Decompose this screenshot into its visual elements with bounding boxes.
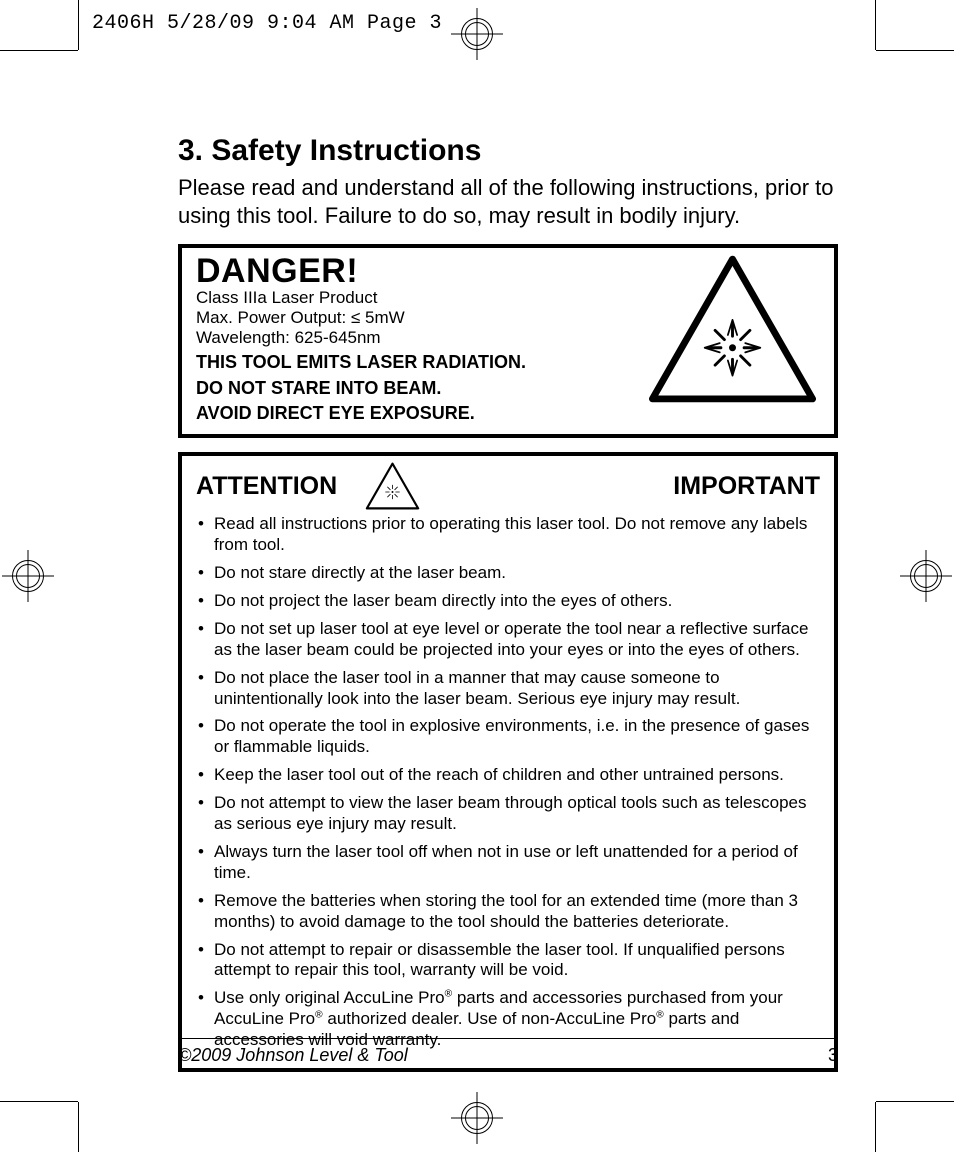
attention-item: Do not stare directly at the laser beam. bbox=[196, 563, 820, 584]
danger-heading: DANGER! bbox=[196, 254, 615, 288]
attention-item: Do not place the laser tool in a manner … bbox=[196, 668, 820, 710]
intro-paragraph: Please read and understand all of the fo… bbox=[178, 174, 838, 230]
attention-item: Do not set up laser tool at eye level or… bbox=[196, 619, 820, 661]
registration-mark-icon bbox=[900, 550, 952, 602]
page-footer: ©2009 Johnson Level & Tool 3 bbox=[178, 1038, 838, 1066]
attention-item: Do not project the laser beam directly i… bbox=[196, 591, 820, 612]
attention-heading-left: ATTENTION bbox=[196, 472, 337, 501]
attention-heading-right: IMPORTANT bbox=[673, 472, 820, 501]
danger-warning: DO NOT STARE INTO BEAM. bbox=[196, 378, 615, 399]
crop-mark bbox=[875, 0, 876, 50]
page-number: 3 bbox=[828, 1045, 838, 1066]
danger-warning: THIS TOOL EMITS LASER RADIATION. bbox=[196, 352, 615, 373]
crop-mark bbox=[78, 0, 79, 50]
registration-mark-icon bbox=[2, 550, 54, 602]
crop-mark bbox=[0, 1101, 78, 1102]
attention-item: Always turn the laser tool off when not … bbox=[196, 842, 820, 884]
attention-item: Read all instructions prior to operating… bbox=[196, 514, 820, 556]
running-head: 2406H 5/28/09 9:04 AM Page 3 bbox=[92, 12, 442, 35]
attention-item: Do not operate the tool in explosive env… bbox=[196, 716, 820, 758]
crop-mark bbox=[876, 1101, 954, 1102]
section-title: 3. Safety Instructions bbox=[178, 134, 838, 168]
danger-warning: AVOID DIRECT EYE EXPOSURE. bbox=[196, 403, 615, 424]
crop-mark bbox=[876, 50, 954, 51]
danger-panel: DANGER! Class IIIa Laser Product Max. Po… bbox=[178, 244, 838, 438]
attention-list: Read all instructions prior to operating… bbox=[196, 514, 820, 1051]
page-content: 3. Safety Instructions Please read and u… bbox=[78, 50, 876, 1102]
attention-item: Do not attempt to repair or disassemble … bbox=[196, 940, 820, 982]
laser-warning-triangle-icon bbox=[645, 254, 820, 404]
attention-item: Do not attempt to view the laser beam th… bbox=[196, 793, 820, 835]
attention-panel: ATTENTION IMPORTANT Read all instruction… bbox=[178, 452, 838, 1072]
crop-mark bbox=[78, 1102, 79, 1152]
crop-mark bbox=[0, 50, 78, 51]
laser-spec: Max. Power Output: ≤ 5mW bbox=[196, 308, 615, 328]
laser-spec: Wavelength: 625-645nm bbox=[196, 328, 615, 348]
laser-warning-triangle-small-icon bbox=[365, 462, 420, 510]
laser-spec: Class IIIa Laser Product bbox=[196, 288, 615, 308]
crop-mark bbox=[875, 1102, 876, 1152]
copyright-text: ©2009 Johnson Level & Tool bbox=[178, 1045, 408, 1066]
attention-item: Keep the laser tool out of the reach of … bbox=[196, 765, 820, 786]
attention-item: Remove the batteries when storing the to… bbox=[196, 891, 820, 933]
